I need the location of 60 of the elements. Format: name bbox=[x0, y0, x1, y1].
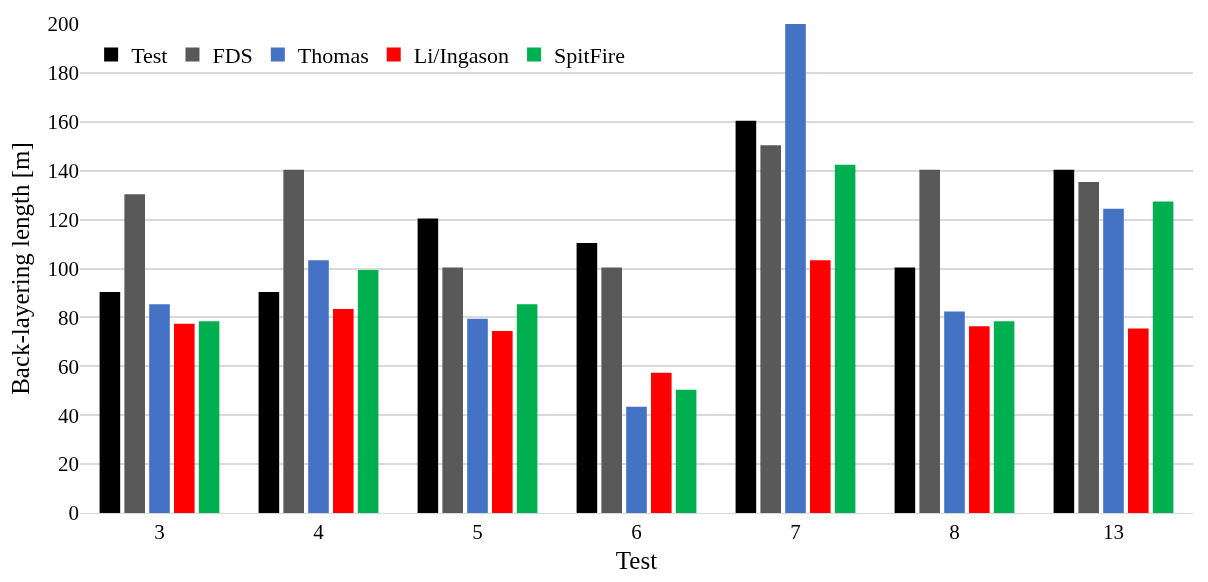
bar bbox=[198, 321, 220, 513]
bar bbox=[919, 169, 940, 513]
bar bbox=[576, 243, 598, 513]
y-tick-label: 20 bbox=[58, 452, 79, 477]
bar bbox=[675, 389, 697, 513]
bar bbox=[283, 169, 304, 513]
bar bbox=[99, 291, 121, 513]
bar bbox=[993, 321, 1015, 513]
y-tick-label: 0 bbox=[68, 501, 79, 526]
bar bbox=[1152, 201, 1174, 513]
bar bbox=[601, 267, 622, 513]
bar bbox=[308, 260, 329, 513]
y-tick-label: 200 bbox=[47, 12, 79, 37]
x-tick-label: 13 bbox=[1103, 520, 1124, 545]
bar bbox=[651, 372, 672, 513]
y-tick-label: 60 bbox=[58, 354, 79, 379]
x-tick-label: 6 bbox=[631, 520, 642, 545]
bar bbox=[969, 326, 990, 513]
x-tick-label: 5 bbox=[472, 520, 483, 545]
bar bbox=[467, 318, 488, 513]
bar bbox=[1053, 169, 1075, 513]
y-tick-label: 40 bbox=[58, 403, 79, 428]
bar bbox=[333, 309, 354, 513]
bar bbox=[834, 164, 856, 513]
legend-label: SpitFire bbox=[554, 43, 625, 69]
bar bbox=[258, 291, 280, 513]
bar bbox=[492, 331, 513, 513]
y-tick-label: 180 bbox=[47, 61, 79, 86]
y-tick-label: 120 bbox=[47, 207, 79, 232]
x-axis-title: Test bbox=[615, 547, 658, 575]
x-tick-label: 4 bbox=[313, 520, 325, 545]
bar bbox=[357, 269, 379, 513]
bar bbox=[516, 304, 538, 513]
x-tick-label: 3 bbox=[154, 520, 165, 545]
y-tick-label: 140 bbox=[47, 159, 79, 184]
bar bbox=[174, 323, 195, 513]
bar bbox=[735, 120, 757, 513]
bar bbox=[417, 218, 439, 513]
bar bbox=[442, 267, 463, 513]
y-tick-label: 100 bbox=[47, 256, 79, 281]
bar bbox=[785, 24, 806, 513]
bar bbox=[1078, 181, 1099, 513]
y-tick-label: 80 bbox=[58, 305, 79, 330]
bar bbox=[124, 194, 145, 513]
legend-label: FDS bbox=[212, 43, 253, 69]
legend-label: Li/Ingason bbox=[413, 43, 510, 69]
bar bbox=[760, 145, 781, 513]
bar bbox=[894, 267, 916, 513]
bar bbox=[1128, 328, 1149, 513]
legend-label: Test bbox=[131, 43, 168, 69]
bar bbox=[810, 260, 831, 513]
y-axis-title: Back-layering length [m] bbox=[7, 142, 35, 395]
bar bbox=[626, 406, 647, 513]
legend-label: Thomas bbox=[297, 43, 369, 69]
bar bbox=[149, 304, 170, 513]
x-tick-label: 8 bbox=[949, 520, 960, 545]
y-tick-label: 160 bbox=[47, 110, 79, 135]
bar bbox=[944, 311, 965, 513]
bar bbox=[1103, 208, 1124, 513]
x-tick-label: 7 bbox=[790, 520, 801, 545]
